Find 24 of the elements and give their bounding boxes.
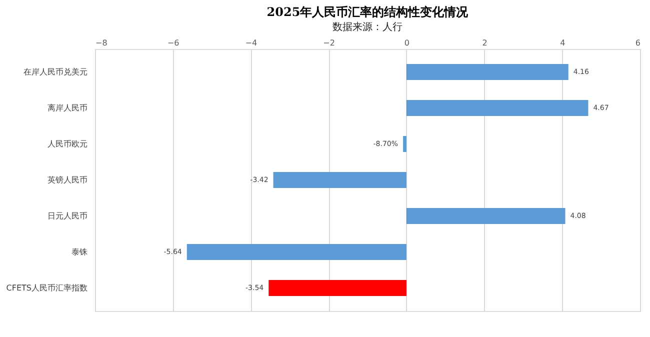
x-tick-label: −6 <box>167 38 180 48</box>
y-tick-label: 离岸人民币 <box>48 104 88 112</box>
chart-title: 2025年人民币汇率的结构性变化情况 <box>266 5 470 19</box>
x-tick-label: −2 <box>323 38 335 48</box>
x-tick-label: 2 <box>482 38 488 48</box>
y-tick-label: 在岸人民币兑美元 <box>24 68 88 76</box>
x-tick-label: 4 <box>560 38 566 48</box>
bar <box>406 100 588 116</box>
bar <box>403 136 406 152</box>
bar <box>406 64 568 80</box>
x-tick-label: −8 <box>96 38 108 48</box>
y-tick-label: 人民币欧元 <box>48 140 88 148</box>
bar <box>273 172 406 188</box>
y-tick-label: CFETS人民币汇率指数 <box>6 284 88 292</box>
x-tick-label: 0 <box>404 38 410 48</box>
bar <box>186 244 406 260</box>
x-tick-label: 6 <box>635 38 640 48</box>
y-tick-label: 日元人民币 <box>48 212 88 220</box>
bar <box>268 280 406 296</box>
y-tick-label: 英镑人民币 <box>48 176 88 184</box>
x-tick-label: −4 <box>245 38 258 48</box>
bar <box>406 208 566 224</box>
y-tick-label: 泰铢 <box>72 248 88 256</box>
chart-subtitle: 数据来源：人行 <box>332 21 402 33</box>
